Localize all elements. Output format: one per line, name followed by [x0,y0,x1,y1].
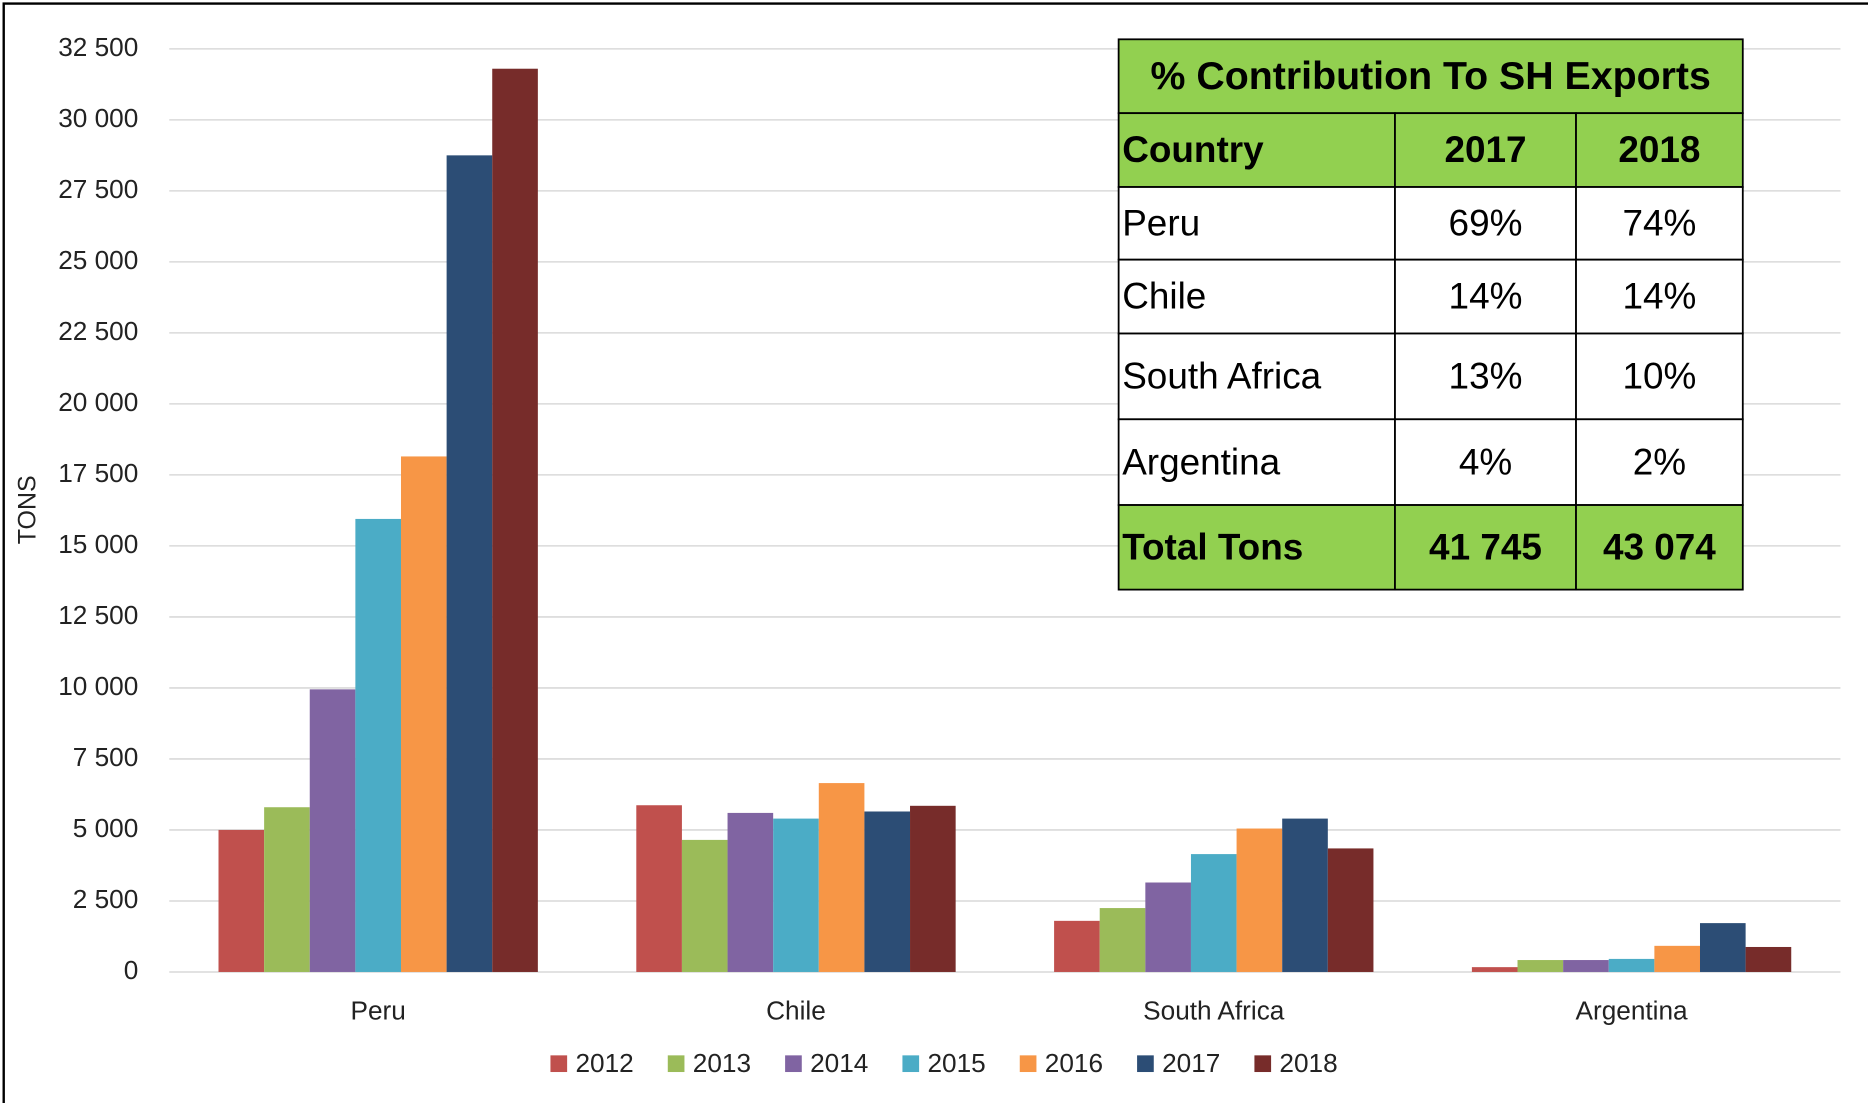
bar [401,456,447,972]
table-text: 74% [1622,202,1696,243]
legend-label: 2013 [693,1048,751,1078]
bar [773,819,819,972]
legend-label: 2017 [1162,1048,1220,1078]
table-text: South Africa [1122,356,1321,397]
table-text: 14% [1449,276,1523,317]
bar [910,806,956,972]
legend-swatch [1020,1055,1037,1072]
bar [1654,946,1700,972]
legend-swatch [1137,1055,1154,1072]
legend-label: 2016 [1045,1048,1103,1078]
y-tick-label: 5 000 [73,813,139,843]
bar [1746,947,1792,972]
bar [1609,959,1655,972]
table-text: 2017 [1444,129,1526,170]
bar [819,783,865,972]
y-axis-label: TONS [13,475,41,544]
legend-swatch [785,1055,802,1072]
table-text: 2018 [1618,129,1700,170]
chart: TONS 0 2 500 5 000 7 500 10 000 12 500 15 000 1… [0,0,1868,1103]
legend-swatch [1254,1055,1271,1072]
bar [636,805,682,972]
y-tick-label: 17 500 [58,458,138,488]
legend-swatch [550,1055,567,1072]
table-text: Total Tons [1122,526,1303,567]
y-tick-label: 25 000 [58,245,138,275]
bar [447,155,493,972]
x-tick-label: Peru [351,995,406,1025]
y-tick-label: 7 500 [73,742,139,772]
table-text: Chile [1122,276,1206,317]
legend-swatch [902,1055,919,1072]
bar [1191,854,1237,972]
bar [1054,921,1100,972]
y-tick-label: 22 500 [58,316,138,346]
bar [1328,848,1374,972]
y-tick-label: 10 000 [58,671,138,701]
table-text: 41 745 [1429,526,1542,567]
y-tick-label: 15 000 [58,529,138,559]
bar [1700,923,1746,972]
x-tick-label: Argentina [1576,995,1689,1025]
y-tick-label: 27 500 [58,174,138,204]
bar [219,830,265,972]
table-text: 43 074 [1603,526,1716,567]
y-tick-label: 2 500 [73,884,139,914]
bar [492,69,538,972]
bar [310,689,356,972]
y-tick-label: 30 000 [58,103,138,133]
page: {"chart_data": {"type": "bar", "y_label"… [0,0,1868,1103]
bar [1145,883,1191,972]
table-title: % Contribution To SH Exports [1151,54,1711,98]
bar [728,813,774,972]
bar [264,807,310,972]
legend-label: 2014 [810,1048,868,1078]
y-tick-label: 20 000 [58,387,138,417]
table-text: 2% [1633,441,1686,482]
bar [864,811,910,971]
table-text: 10% [1622,356,1696,397]
legend-label: 2018 [1279,1048,1337,1078]
bar [355,519,401,972]
legend-swatch [668,1055,685,1072]
bar [1472,967,1518,972]
table-text: Argentina [1122,441,1280,482]
table-text: 14% [1622,276,1696,317]
legend-label: 2012 [575,1048,633,1078]
bar [1282,819,1328,972]
legend-label: 2015 [927,1048,985,1078]
bar [682,840,728,972]
bar [1518,960,1564,972]
table-text: Peru [1122,202,1200,243]
y-tick-label: 0 [124,955,139,985]
bar [1237,829,1283,972]
table-text: 13% [1449,356,1523,397]
x-tick-label: Chile [766,995,826,1025]
y-tick-label: 12 500 [58,600,138,630]
table-text: 4% [1459,441,1512,482]
x-tick-label: South Africa [1143,995,1285,1025]
table-text: 69% [1449,202,1523,243]
y-tick-label: 32 500 [58,32,138,62]
bar [1100,908,1146,972]
table-text: Country [1122,129,1264,170]
bar [1563,960,1609,972]
